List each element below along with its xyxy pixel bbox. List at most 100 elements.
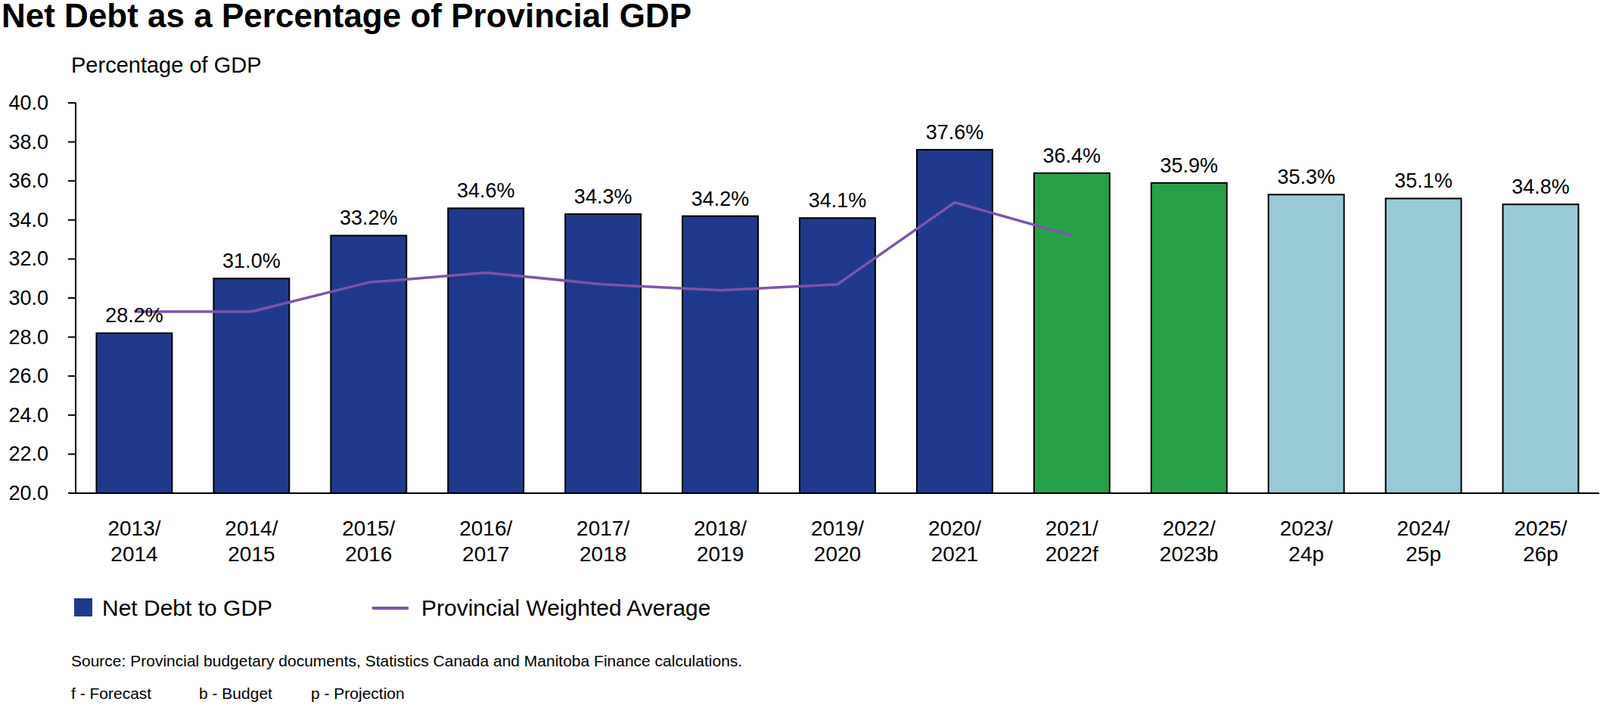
data-label: 36.4% bbox=[1043, 144, 1102, 168]
data-label: 37.6% bbox=[925, 121, 985, 144]
x-tick-label-line: 2016 bbox=[344, 542, 392, 566]
y-tick bbox=[68, 257, 76, 260]
footnote: f - Forecast bbox=[71, 684, 152, 703]
x-tick-label: 2015/2016 bbox=[341, 516, 395, 566]
data-label: 35.9% bbox=[1159, 154, 1218, 178]
x-tick-label-line: 2016/ bbox=[459, 516, 513, 541]
data-label: 28.2% bbox=[105, 304, 164, 327]
y-axis: 20.0 22.0 24.0 26.0 28.0 30.0 32.0 34.0 36.0 38.0… bbox=[8, 91, 76, 505]
y-tick bbox=[68, 375, 76, 377]
x-tick-label-line: 2021/ bbox=[1045, 516, 1099, 541]
x-tick-label-line: 2015 bbox=[227, 542, 275, 566]
x-tick-label-line: 25p bbox=[1405, 542, 1442, 566]
y-tick bbox=[68, 414, 76, 417]
y-tick-label: 20.0 bbox=[8, 481, 49, 505]
x-tick-label-line: 2017/ bbox=[576, 516, 630, 541]
x-axis-line bbox=[75, 492, 1600, 494]
y-tick-label: 22.0 bbox=[8, 442, 49, 466]
x-tick-label-line: 2018/ bbox=[693, 516, 747, 541]
y-tick-label: 40.0 bbox=[8, 91, 49, 115]
bar bbox=[1034, 173, 1110, 494]
plot-marks bbox=[96, 149, 1579, 494]
y-tick-label: 28.0 bbox=[8, 326, 49, 349]
legend: Net Debt to GDP Provincial Weighted Avera… bbox=[74, 595, 711, 621]
line bbox=[133, 202, 1072, 312]
y-axis-line bbox=[74, 102, 77, 494]
x-tick-label-line: 2025/ bbox=[1513, 516, 1567, 541]
footnote: b - Budget bbox=[198, 684, 273, 703]
x-tick-label: 2021/2022f bbox=[1045, 516, 1099, 566]
x-tick-label: 2018/2019 bbox=[693, 516, 747, 566]
bar bbox=[682, 216, 759, 494]
x-tick-label-line: 2019 bbox=[696, 542, 744, 566]
legend-label: Provincial Weighted Average bbox=[421, 595, 711, 621]
data-label: 33.2% bbox=[339, 206, 398, 230]
legend-label: Net Debt to GDP bbox=[102, 595, 273, 621]
x-tick-label: 2016/2017 bbox=[459, 516, 513, 566]
x-tick-label: 2019/2020 bbox=[810, 516, 864, 566]
x-tick-label-line: 24p bbox=[1288, 542, 1324, 566]
bar bbox=[799, 217, 876, 494]
y-tick-label: 38.0 bbox=[8, 130, 49, 154]
data-label: 34.8% bbox=[1511, 175, 1570, 199]
data-label: 34.2% bbox=[691, 187, 750, 211]
y-tick bbox=[68, 102, 76, 104]
x-tick-label-line: 2020/ bbox=[928, 516, 982, 541]
data-label: 35.3% bbox=[1276, 165, 1336, 189]
x-tick-label-line: 2018 bbox=[579, 542, 627, 566]
data-label: 31.0% bbox=[222, 249, 281, 273]
x-tick-label-line: 2024/ bbox=[1397, 516, 1451, 541]
bar bbox=[96, 332, 172, 494]
bar bbox=[447, 208, 524, 494]
y-tick bbox=[68, 141, 76, 143]
x-tick-label-line: 2013/ bbox=[107, 516, 161, 541]
y-tick-label: 24.0 bbox=[8, 403, 49, 427]
x-tick-label: 2024/25p bbox=[1397, 516, 1451, 566]
y-tick bbox=[68, 219, 76, 221]
x-tick-label: 2022/2023b bbox=[1159, 516, 1219, 566]
y-tick bbox=[68, 297, 76, 299]
x-tick-label-line: 2022/ bbox=[1162, 516, 1216, 541]
y-tick-label: 30.0 bbox=[8, 286, 49, 310]
source: Source: Provincial budgetary documents, … bbox=[71, 652, 743, 670]
x-tick-label: 2020/2021 bbox=[928, 516, 982, 566]
legend-swatch bbox=[372, 606, 409, 610]
x-tick-label: 2014/2015 bbox=[224, 516, 278, 566]
x-tick-label: 2025/26p bbox=[1513, 516, 1567, 566]
x-tick-label-line: 2023/ bbox=[1280, 516, 1333, 541]
x-tick-label-line: 2014 bbox=[110, 542, 158, 566]
x-axis: 2013/20142014/20152015/20162016/20172017… bbox=[107, 516, 1567, 566]
footnote: p - Projection bbox=[310, 684, 405, 703]
x-tick-label-line: 2014/ bbox=[224, 516, 278, 541]
x-tick-label-line: 2020 bbox=[813, 542, 861, 566]
y-tick-label: 26.0 bbox=[8, 364, 49, 388]
y-tick-label: 32.0 bbox=[8, 247, 49, 271]
x-tick-label-line: 2022f bbox=[1045, 542, 1099, 566]
bar bbox=[1503, 204, 1579, 494]
bar bbox=[1268, 194, 1345, 494]
y-tick-label: 34.0 bbox=[8, 208, 49, 232]
bar bbox=[330, 235, 407, 494]
x-tick-label: 2013/2014 bbox=[107, 516, 161, 566]
bar bbox=[565, 214, 641, 494]
x-tick-label-line: 2021 bbox=[931, 542, 979, 566]
title: Net Debt as a Percentage of Provincial G… bbox=[1, 0, 692, 35]
bar bbox=[1385, 198, 1462, 494]
x-tick-label: 2017/2018 bbox=[576, 516, 630, 566]
data-labels: 28.2% 31.0% 33.2% 34.6% 34.3% 34.2% 34.1% 37.6%… bbox=[105, 121, 1570, 328]
y-tick-label: 36.0 bbox=[8, 169, 49, 193]
x-tick-label-line: 2023b bbox=[1159, 542, 1219, 566]
x-tick-label: 2023/24p bbox=[1280, 516, 1333, 566]
y-tick bbox=[68, 492, 76, 494]
data-label: 34.1% bbox=[808, 189, 867, 212]
data-label: 34.3% bbox=[574, 185, 633, 209]
data-label: 34.6% bbox=[456, 179, 516, 202]
x-tick-label-line: 2019/ bbox=[810, 516, 864, 541]
x-tick-label-line: 2015/ bbox=[341, 516, 395, 541]
bar bbox=[1151, 183, 1228, 494]
x-tick-label-line: 2017 bbox=[462, 542, 510, 566]
data-label: 35.1% bbox=[1394, 169, 1453, 193]
y-tick bbox=[68, 336, 76, 339]
legend-swatch bbox=[74, 598, 93, 617]
y-tick bbox=[68, 453, 76, 455]
